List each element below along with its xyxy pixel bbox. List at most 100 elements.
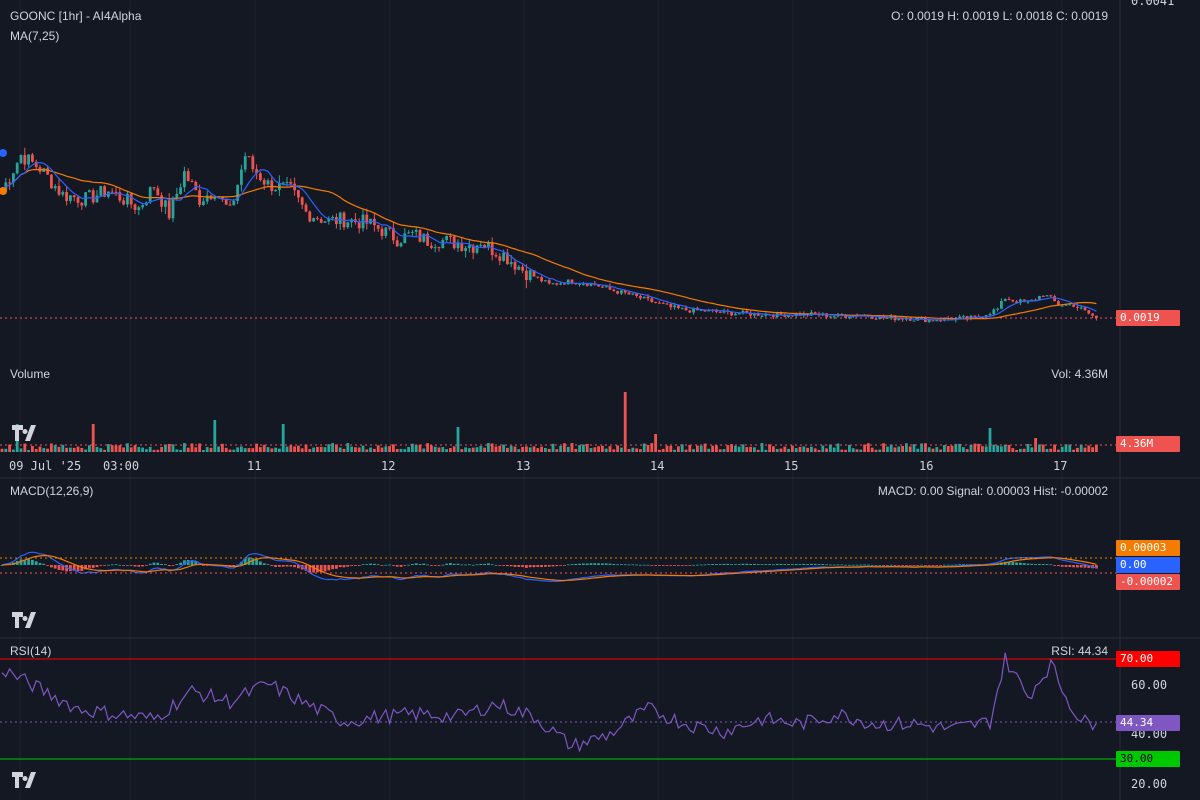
macd-histogram-bar <box>1049 564 1053 566</box>
candle-body <box>175 193 179 198</box>
candle-body <box>137 207 141 211</box>
macd-histogram-bar <box>935 565 939 566</box>
macd-histogram-bar <box>346 565 350 567</box>
macd-histogram-bar <box>479 563 483 565</box>
volume-bar <box>642 443 646 452</box>
macd-histogram-bar <box>528 565 532 568</box>
candle-body <box>1087 310 1091 314</box>
candle-body <box>886 317 889 319</box>
volume-bar <box>946 445 950 452</box>
macd-histogram-bar <box>1015 562 1018 565</box>
volume-bar <box>23 443 27 452</box>
macd-histogram-bar <box>749 564 752 565</box>
candle-body <box>992 309 996 315</box>
volume-bar <box>274 447 277 452</box>
volume-bar <box>1072 449 1075 452</box>
ma-25-marker <box>0 187 7 195</box>
volume-bar <box>126 443 129 452</box>
volume-bar <box>585 443 589 452</box>
volume-bar <box>232 449 236 452</box>
macd-histogram-bar <box>350 565 353 566</box>
macd-histogram-bar <box>817 564 821 565</box>
macd-histogram-bar <box>122 565 125 566</box>
volume-bar <box>737 446 741 452</box>
candle-body <box>228 204 232 206</box>
candle-body <box>103 186 106 197</box>
volume-bar <box>1007 444 1011 452</box>
volume-bar <box>958 443 961 452</box>
candle-body <box>844 315 847 318</box>
volume-bar <box>103 449 106 452</box>
macd-histogram-bar <box>924 565 927 566</box>
candle-body <box>787 315 790 317</box>
volume-bar <box>278 448 281 452</box>
volume-bar <box>118 445 122 452</box>
macd-histogram-bar <box>525 565 528 568</box>
candle-body <box>658 302 661 304</box>
macd-histogram-bar <box>50 565 53 568</box>
candle-body <box>521 266 524 271</box>
volume-bar <box>669 445 673 452</box>
macd-histogram-bar <box>69 565 72 572</box>
macd-histogram-bar <box>255 559 258 565</box>
macd-histogram-bar <box>851 564 855 566</box>
macd-histogram-bar <box>494 564 498 566</box>
volume-bar <box>426 443 429 452</box>
macd-histogram-bar <box>88 565 91 568</box>
candle-body <box>213 197 217 200</box>
candle-body <box>490 242 494 256</box>
macd-histogram-bar <box>806 564 809 565</box>
macd-histogram-bar <box>1019 562 1022 565</box>
candle-body <box>1034 299 1037 301</box>
macd-histogram-bar <box>449 563 452 565</box>
candle-body <box>563 283 566 285</box>
candle-body <box>848 317 851 319</box>
macd-histogram-bar <box>414 563 418 565</box>
volume-bar <box>897 446 901 452</box>
volume-bar <box>266 447 270 452</box>
volume-bar <box>631 447 635 452</box>
volume-bar <box>601 445 604 452</box>
macd-histogram-bar <box>555 565 559 567</box>
macd-histogram-bar <box>589 563 593 565</box>
macd-histogram-bar <box>570 564 574 565</box>
candle-body <box>418 230 422 242</box>
volume-bar <box>517 449 521 452</box>
macd-histogram-bar <box>764 564 768 565</box>
volume-bar <box>969 444 973 452</box>
macd-histogram-bar <box>787 564 790 565</box>
macd-histogram-bar <box>623 564 627 566</box>
macd-histogram-bar <box>164 564 167 565</box>
volume-bar <box>437 447 441 452</box>
volume-bar <box>392 444 395 452</box>
volume-bar <box>589 448 593 452</box>
candle-body <box>407 232 410 234</box>
volume-bar <box>722 449 726 452</box>
macd-histogram-bar <box>202 565 205 566</box>
macd-histogram-bar <box>133 565 137 567</box>
candle-body <box>642 296 646 299</box>
macd-histogram-bar <box>521 565 524 568</box>
rsi-overbought-tag: 70.00 <box>1116 651 1180 667</box>
macd-histogram-bar <box>506 565 509 567</box>
candle-body <box>734 313 737 316</box>
candle-body <box>684 307 688 311</box>
volume-bar <box>817 449 821 452</box>
macd-histogram-bar <box>316 565 319 573</box>
volume-bar <box>829 444 832 452</box>
candle-body <box>323 221 327 223</box>
macd-histogram-bar <box>882 565 885 566</box>
volume-bar <box>422 448 426 452</box>
tradingview-logo-icon <box>12 612 36 628</box>
macd-histogram-bar <box>886 565 889 566</box>
candle-body <box>996 308 999 310</box>
candle-body <box>927 319 931 322</box>
volume-bar <box>217 446 220 452</box>
candle-body <box>627 292 631 295</box>
macd-histogram-bar <box>483 563 486 565</box>
candle-body <box>1003 298 1007 302</box>
volume-bar <box>167 443 171 452</box>
candle-body <box>411 231 414 233</box>
macd-histogram-bar <box>23 559 27 565</box>
volume-bar <box>635 448 638 452</box>
